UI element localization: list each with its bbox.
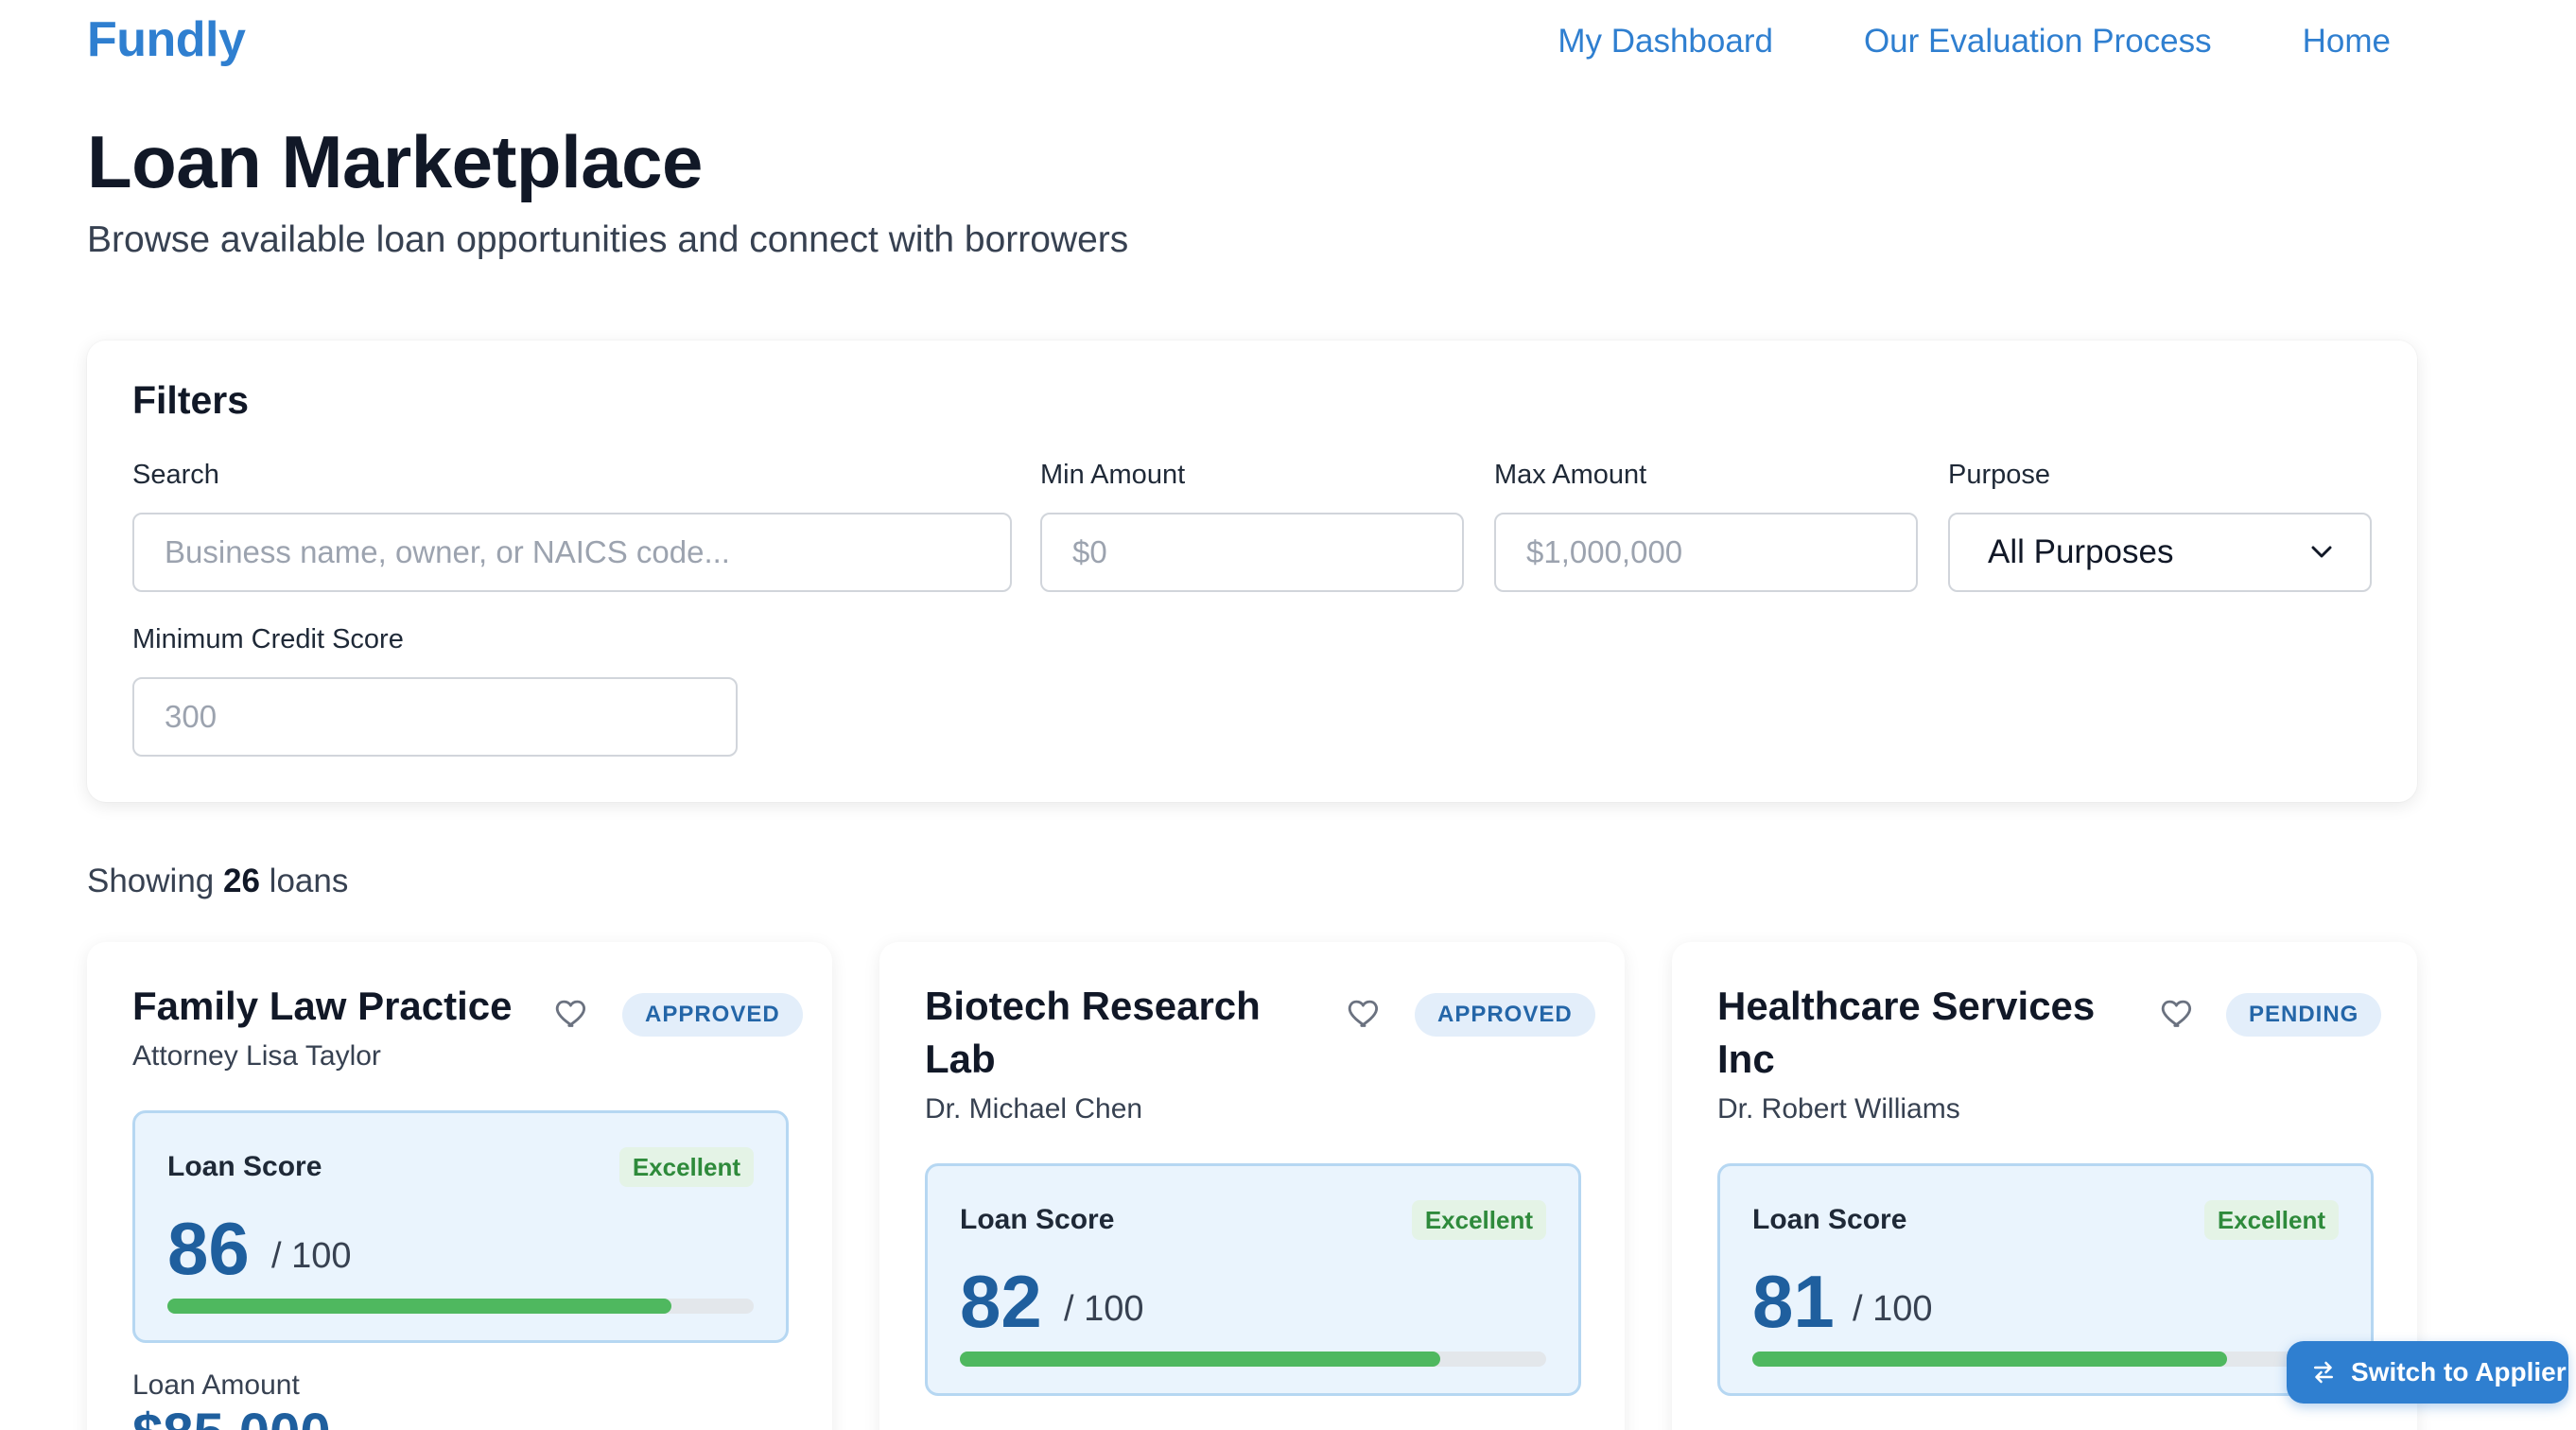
score-tier-badge: Excellent (618, 1147, 754, 1187)
loan-owner: Dr. Robert Williams (1717, 1093, 1960, 1125)
chevron-down-icon (2311, 546, 2332, 558)
score-tier-badge: Excellent (2203, 1200, 2339, 1240)
loan-card[interactable]: Biotech Research Lab APPROVED Dr. Michae… (879, 942, 1625, 1430)
loan-card[interactable]: Family Law Practice APPROVED Attorney Li… (87, 942, 832, 1430)
loan-score-label: Loan Score (960, 1204, 1115, 1235)
loan-score-max: / 100 (271, 1236, 352, 1276)
heart-icon[interactable] (1347, 995, 1383, 1031)
heart-icon[interactable] (554, 995, 590, 1031)
score-progress-track (1752, 1352, 2339, 1367)
loan-card[interactable]: Healthcare Services Inc PENDING Dr. Robe… (1672, 942, 2417, 1430)
score-progress-fill (1752, 1352, 2228, 1367)
purpose-select[interactable]: All Purposes (1948, 513, 2372, 592)
results-count: Showing 26 loans (87, 863, 348, 900)
loan-business-name: Healthcare Services Inc (1717, 984, 2096, 1081)
search-label: Search (132, 460, 219, 490)
brand-logo[interactable]: Fundly (87, 12, 246, 67)
loan-score-panel: Loan Score Excellent 82 / 100 (925, 1163, 1581, 1396)
nav-evaluation-process[interactable]: Our Evaluation Process (1863, 23, 2212, 60)
min-amount-input[interactable] (1040, 513, 1464, 592)
purpose-select-value: All Purposes (1988, 533, 2174, 570)
switch-button-label: Switch to Applier (2351, 1357, 2567, 1386)
loan-amount-value: $85,000 (132, 1402, 331, 1430)
loan-score-max: / 100 (1064, 1289, 1144, 1329)
score-progress-fill (167, 1299, 672, 1314)
loan-amount-label: Loan Amount (132, 1369, 300, 1401)
filters-panel: Filters Search Min Amount Max Amount Pur… (87, 340, 2417, 802)
loan-owner: Dr. Michael Chen (925, 1093, 1143, 1125)
min-credit-input[interactable] (132, 677, 738, 757)
loan-score-value: 82 (960, 1260, 1042, 1343)
score-tier-badge: Excellent (1411, 1200, 1546, 1240)
loan-score-value: 86 (167, 1207, 250, 1290)
results-prefix: Showing (87, 863, 215, 899)
loan-score-max: / 100 (1853, 1289, 1933, 1329)
switch-to-applier-button[interactable]: Switch to Applier (2287, 1341, 2568, 1404)
page-title: Loan Marketplace (87, 120, 703, 203)
page-subtitle: Browse available loan opportunities and … (87, 219, 1129, 260)
results-number: 26 (223, 863, 260, 899)
max-amount-label: Max Amount (1494, 460, 1647, 490)
loan-score-panel: Loan Score Excellent 86 / 100 (132, 1110, 789, 1343)
loan-score-label: Loan Score (1752, 1204, 1907, 1235)
loan-business-name: Family Law Practice (132, 984, 513, 1028)
loan-score-panel: Loan Score Excellent 81 / 100 (1717, 1163, 2374, 1396)
status-badge: APPROVED (1415, 993, 1595, 1037)
score-progress-track (960, 1352, 1546, 1367)
filters-heading: Filters (132, 378, 250, 422)
loan-business-name: Biotech Research Lab (925, 984, 1261, 1081)
min-credit-label: Minimum Credit Score (132, 624, 404, 654)
max-amount-input[interactable] (1494, 513, 1918, 592)
search-input[interactable] (132, 513, 1012, 592)
loan-owner: Attorney Lisa Taylor (132, 1040, 381, 1072)
score-progress-track (167, 1299, 754, 1314)
swap-arrows-icon (2314, 1361, 2333, 1384)
purpose-label: Purpose (1948, 460, 2051, 490)
status-badge: APPROVED (622, 993, 803, 1037)
score-progress-fill (960, 1352, 1441, 1367)
nav-home[interactable]: Home (2302, 23, 2391, 60)
min-amount-label: Min Amount (1040, 460, 1186, 490)
loan-score-value: 81 (1752, 1260, 1835, 1343)
nav-my-dashboard[interactable]: My Dashboard (1558, 23, 1773, 60)
loan-score-label: Loan Score (167, 1151, 322, 1182)
top-nav: My Dashboard Our Evaluation Process Home (1558, 23, 2391, 61)
results-suffix: loans (269, 863, 349, 899)
status-badge: PENDING (2226, 993, 2382, 1037)
heart-icon[interactable] (2160, 995, 2196, 1031)
